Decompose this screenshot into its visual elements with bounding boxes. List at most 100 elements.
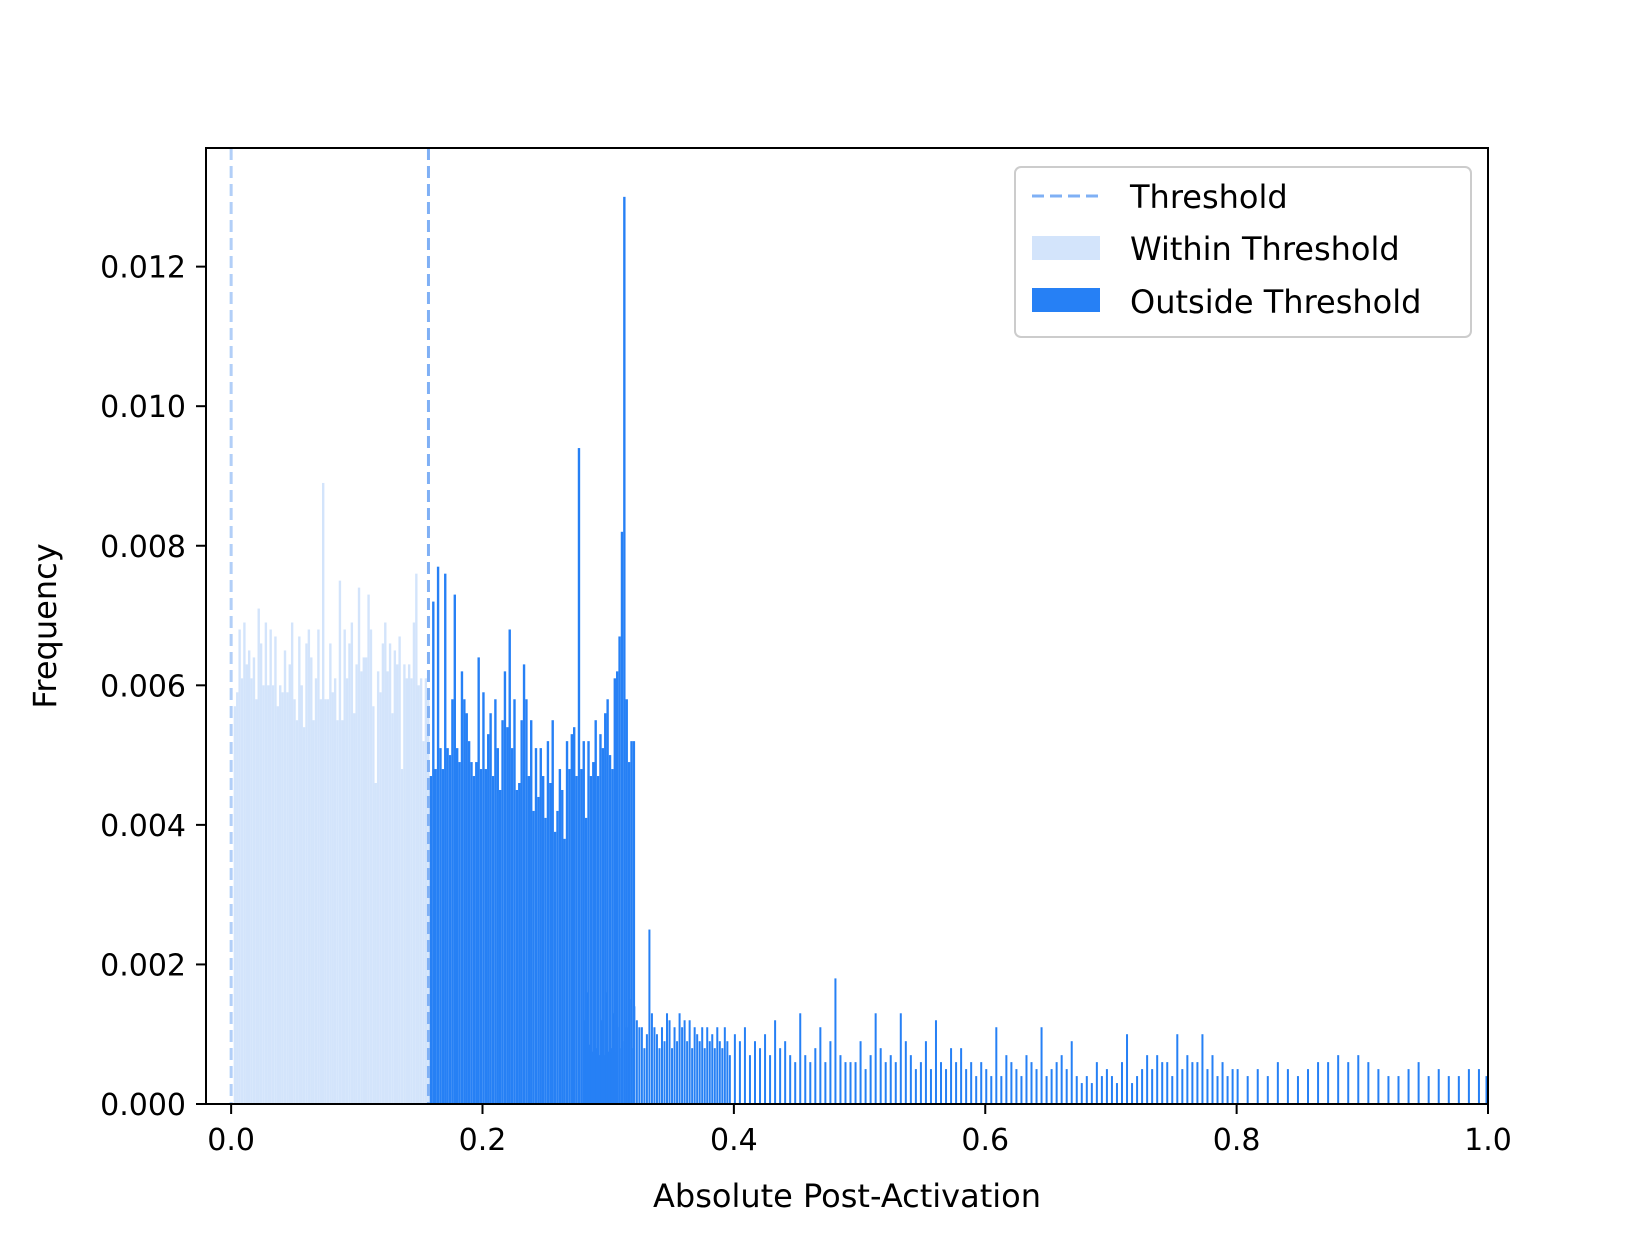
outside-bar (551, 720, 554, 1104)
within-bar (243, 622, 246, 1104)
outside-tail-bar (673, 1027, 676, 1104)
legend: Threshold Within Threshold Outside Thres… (1014, 166, 1472, 338)
outside-bar (475, 762, 478, 1104)
outside-bar (503, 671, 507, 1104)
outside-tail-bar (653, 1027, 656, 1104)
outside-bar (587, 741, 590, 1104)
within-bar (372, 706, 375, 1104)
outside-tail-bar (1447, 1076, 1450, 1104)
outside-tail-bar (1256, 1069, 1259, 1104)
outside-bar (434, 769, 437, 1104)
outside-bar (546, 741, 550, 1104)
outside-tail-bar (1100, 1076, 1103, 1104)
within-bar (374, 783, 377, 1104)
outside-bar (561, 789, 564, 1104)
outside-tail-bar (706, 1027, 709, 1104)
within-bar (386, 671, 389, 1104)
outside-tail-bar (1221, 1062, 1224, 1104)
outside-tail-bar (590, 1051, 593, 1104)
within-bar (283, 650, 287, 1104)
within-bar (355, 664, 358, 1104)
outside-bar (577, 448, 581, 1105)
outside-tail-bar (701, 1027, 704, 1104)
outside-bar (455, 748, 459, 1104)
axes-frame (205, 147, 1489, 1105)
outside-bar (575, 776, 578, 1104)
outside-tail-bar (618, 1027, 621, 1104)
outside-tail-bar (1317, 1062, 1320, 1104)
outside-bar (534, 748, 538, 1104)
outside-tail-bar (650, 1013, 653, 1104)
within-bar (364, 657, 368, 1104)
outside-bar (479, 769, 483, 1104)
outside-bar (623, 196, 626, 1105)
within-bar (269, 629, 272, 1104)
outside-tail-bar (1146, 1055, 1149, 1104)
outside-bar (615, 671, 619, 1104)
outside-tail-bar (625, 1027, 628, 1104)
outside-bar (558, 769, 562, 1104)
outside-tail-bar (975, 1076, 978, 1104)
outside-bar (568, 769, 571, 1104)
outside-bar (436, 566, 440, 1104)
outside-tail-bar (769, 1055, 772, 1104)
outside-tail-bar (630, 1048, 633, 1104)
outside-tail-bar (1201, 1034, 1204, 1104)
outside-tail-bar (924, 1041, 927, 1104)
outside-tail-bar (779, 1048, 782, 1104)
within-bar (279, 685, 282, 1104)
within-bar (369, 629, 373, 1104)
outside-tail-bar (1090, 1083, 1093, 1104)
outside-tail-bar (1045, 1076, 1048, 1104)
within-bar (274, 636, 277, 1104)
outside-tail-bar (718, 1041, 721, 1104)
outside-tail-bar (884, 1062, 887, 1104)
outside-tail-bar (640, 1027, 643, 1104)
within-bar (348, 643, 351, 1104)
outside-tail-bar (784, 1041, 787, 1104)
outside-tail-bar (799, 1013, 802, 1104)
outside-tail-bar (660, 1027, 663, 1104)
outside-tail-bar (1151, 1069, 1154, 1104)
outside-tail-bar (1266, 1076, 1269, 1104)
outside-tail-bar (970, 1062, 973, 1104)
outside-bar (441, 769, 445, 1104)
outside-tail-bar (696, 1034, 699, 1104)
y-axis-label: Frequency (26, 543, 64, 708)
within-bar (238, 629, 241, 1104)
outside-tail-bar (1171, 1076, 1174, 1104)
outside-tail-bar (854, 1062, 857, 1104)
outside-tail-bar (945, 1069, 948, 1104)
outside-tail-bar (1010, 1062, 1013, 1104)
outside-tail-bar (1030, 1062, 1033, 1104)
outside-tail-bar (1126, 1034, 1129, 1104)
within-bar (317, 629, 320, 1104)
y-tick-label: 0.002 (100, 948, 186, 983)
outside-tail-bar (600, 1020, 603, 1104)
outside-tail-bar (691, 1048, 694, 1104)
within-bar (264, 622, 268, 1104)
within-bar (415, 573, 418, 1104)
outside-tail-bar (711, 1034, 714, 1104)
outside-bar (491, 776, 495, 1104)
within-bar (331, 692, 334, 1104)
outside-tail-bar (1040, 1027, 1043, 1104)
outside-tail-bar (869, 1055, 872, 1104)
outside-bar (522, 664, 526, 1104)
within-bar (422, 741, 425, 1104)
outside-tail-bar (668, 1020, 671, 1104)
outside-bar (477, 657, 480, 1104)
outside-bar (556, 810, 559, 1104)
outside-bar (625, 699, 628, 1104)
within-bar (247, 650, 251, 1104)
outside-tail-bar (658, 1048, 661, 1104)
outside-bar (470, 762, 473, 1104)
outside-tail-bar (1095, 1062, 1098, 1104)
outside-tail-bar (1070, 1041, 1073, 1104)
outside-tail-bar (1075, 1076, 1078, 1104)
within-bar (412, 622, 416, 1104)
x-tick-label: 0.0 (207, 1123, 255, 1158)
outside-tail-bar (985, 1069, 988, 1104)
within-bar (350, 622, 354, 1104)
y-tick-label: 0.010 (100, 390, 186, 425)
